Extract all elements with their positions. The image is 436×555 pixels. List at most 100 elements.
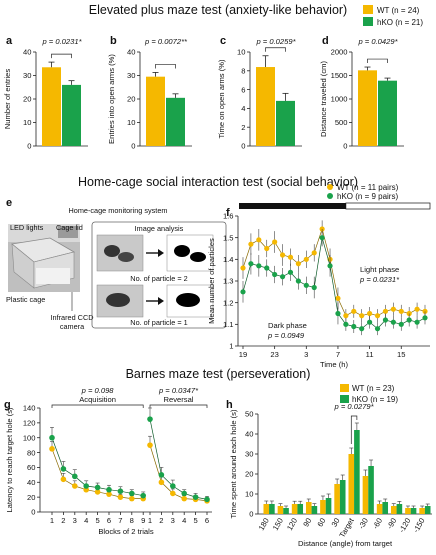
point-f-wt xyxy=(256,237,262,243)
panel-f-x-axis-label: Time (h) xyxy=(320,360,348,369)
legend-top-hko-swatch xyxy=(363,17,373,26)
panel-b-y-tick-label: 0 xyxy=(131,142,135,151)
panel-c-y-tick-label: 10 xyxy=(237,48,245,57)
panel-f-x-tick-label: 3 xyxy=(304,350,308,359)
image-analysis-box xyxy=(91,221,227,329)
panel-h-x-tick-label: 150 xyxy=(271,517,285,532)
point-g-hko xyxy=(49,434,55,441)
legend-top: WT (n = 24) hKO (n = 21) xyxy=(363,5,423,27)
group-bracket-0 xyxy=(51,404,144,408)
panel-d-y-tick-label: 2000 xyxy=(331,48,348,57)
panel-f-y-tick-label: 1 xyxy=(229,342,233,351)
legend-f-hko-marker xyxy=(327,193,333,199)
point-f-hko xyxy=(374,326,381,332)
legend-f-wt-label: WT (n = 11 pairs) xyxy=(337,183,399,192)
panel-c-y-axis-label: Time on open arms (%) xyxy=(217,59,226,139)
bar-h-hko xyxy=(283,508,289,514)
bar-h-hko xyxy=(339,480,346,514)
sig-bracket-h xyxy=(350,415,358,444)
panel-b-y-tick-label: 10 xyxy=(127,118,135,127)
panel-g-y-tick-label: 20 xyxy=(27,493,35,502)
legend-top-wt-swatch xyxy=(363,5,373,14)
point-g-hko xyxy=(72,473,78,480)
panel-g-x-tick-label: 9 xyxy=(141,516,145,525)
panel-g-x-axis-label: Blocks of 2 trials xyxy=(98,527,153,536)
point-g-hko xyxy=(94,484,101,491)
point-f-hko xyxy=(343,321,349,327)
point-f-hko xyxy=(311,284,317,291)
point-f-wt xyxy=(367,310,373,317)
cage-lid-label: Cage lid xyxy=(56,223,83,232)
panel-a-y-tick-label: 30 xyxy=(23,71,31,80)
panel-a-y-tick-label: 40 xyxy=(23,48,31,57)
bar-h-wt xyxy=(277,506,284,514)
point-g-hko xyxy=(106,486,112,493)
point-g-hko xyxy=(140,492,146,499)
point-f-hko xyxy=(351,323,357,330)
panel-g-y-tick-label: 120 xyxy=(23,419,36,428)
plastic-cage-label: Plastic cage xyxy=(6,295,45,304)
panel-d-y-tick-label: 1500 xyxy=(331,71,348,80)
panel-a-y-axis-label: Number of entries xyxy=(3,69,12,130)
panel-h-x-tick-label: -90 xyxy=(385,517,398,531)
monitoring-system-label: Home-cage monitoring system xyxy=(69,206,168,215)
bar-h-hko xyxy=(396,504,403,514)
legend-h-hko-label: hKO (n = 19) xyxy=(352,395,398,404)
panel-f-y-tick-label: 1.4 xyxy=(223,255,234,264)
point-f-hko xyxy=(319,235,325,241)
panel-h-y-tick-label: 10 xyxy=(245,490,253,499)
panel-b-y-tick-label: 20 xyxy=(127,95,135,104)
group-pvalue-0: p = 0.098 xyxy=(81,386,115,395)
point-f-wt xyxy=(264,245,270,252)
point-f-hko xyxy=(240,289,246,295)
bar-c-wt xyxy=(256,67,275,146)
dark-phase-pvalue: p = 0.0949 xyxy=(267,331,305,340)
panel-f-y-tick-label: 1.1 xyxy=(223,320,234,329)
bar-h-hko xyxy=(382,502,389,514)
section-title-home: Home-cage social interaction test (socia… xyxy=(78,175,358,189)
infrared-camera-label: Infrared CCD xyxy=(51,313,94,322)
point-g-hko xyxy=(117,488,124,495)
panel-f-x-tick-label: 7 xyxy=(336,350,340,359)
group-label-0: Acquisition xyxy=(79,395,116,404)
panel-g-x-tick-label: 5 xyxy=(193,516,197,525)
panel-h-y-tick-label: 0 xyxy=(249,510,253,519)
panel-f-y-tick-label: 1.6 xyxy=(223,212,234,221)
bar-h-wt xyxy=(348,454,355,514)
panel-label-a: a xyxy=(6,35,13,47)
bar-h-hko xyxy=(297,504,304,514)
panel-g-x-tick-label: 5 xyxy=(95,516,99,525)
panel-h-x-tick-label: 120 xyxy=(285,517,299,532)
bar-d-hko xyxy=(378,80,397,146)
point-f-wt xyxy=(335,295,341,301)
section-title-barnes: Barnes maze test (perseveration) xyxy=(126,367,311,381)
panel-h-y-tick-label: 20 xyxy=(245,470,253,479)
point-g-wt xyxy=(158,479,165,486)
bar-h-wt xyxy=(405,508,411,514)
section-title-epm: Elevated plus maze test (anxiety-like be… xyxy=(89,3,347,17)
panel-h-y-tick-label: 40 xyxy=(245,430,253,439)
infrared-camera-label-2: camera xyxy=(60,322,85,331)
panel-g-x-tick-label: 1 xyxy=(148,516,152,525)
panel-c-y-tick-label: 0 xyxy=(241,142,245,151)
panel-a-y-tick-label: 20 xyxy=(23,95,31,104)
panel-g-x-tick-label: 4 xyxy=(84,516,88,525)
panel-label-g: g xyxy=(4,399,11,411)
point-f-wt xyxy=(248,241,254,247)
bar-h-hko xyxy=(325,498,332,514)
panel-g-x-tick-label: 8 xyxy=(130,516,134,525)
point-f-wt xyxy=(359,313,365,319)
point-f-hko xyxy=(406,317,412,323)
group-bracket-1 xyxy=(149,404,208,408)
panel-h-x-axis-label: Distance (angle) from target xyxy=(298,539,393,548)
point-f-wt xyxy=(311,250,317,256)
panel-label-f: f xyxy=(226,207,230,219)
point-f-wt xyxy=(295,261,301,267)
panel-f-x-tick-label: 15 xyxy=(397,350,405,359)
point-f-wt xyxy=(303,256,309,262)
panel-g-y-tick-label: 40 xyxy=(27,478,35,487)
point-g-wt xyxy=(129,495,135,502)
panel-c-y-tick-label: 4 xyxy=(241,104,245,113)
point-g-hko xyxy=(129,490,135,497)
